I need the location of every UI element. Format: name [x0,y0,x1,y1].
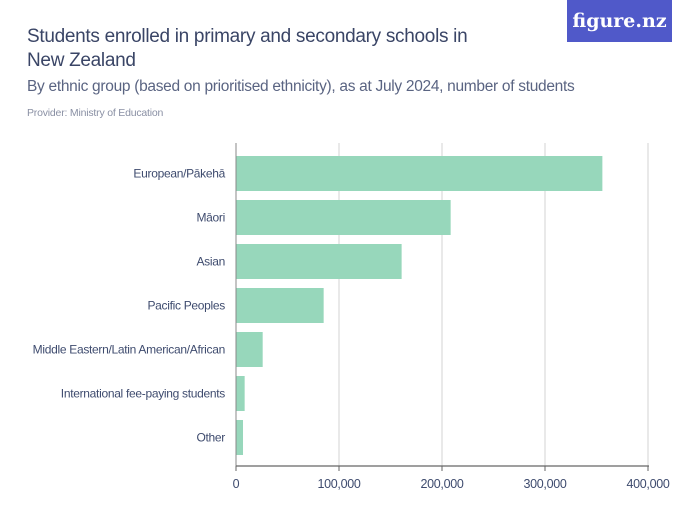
bar [236,420,244,455]
bar [236,156,603,191]
category-label: Other [196,431,225,445]
chart-subtitle: By ethnic group (based on prioritised et… [27,78,575,95]
bar [236,376,245,411]
bar [236,244,402,279]
category-label: International fee-paying students [61,387,226,401]
x-tick-label: 100,000 [317,477,360,491]
category-label: Māori [196,211,225,225]
category-label: Asian [196,255,225,269]
logo-text: figure.nz [572,10,667,32]
category-label: Middle Eastern/Latin American/African [33,343,225,357]
x-tick-label: 400,000 [626,477,669,491]
category-label: European/Pākehā [133,167,225,181]
x-tick-label: 300,000 [523,477,566,491]
category-label: Pacific Peoples [147,299,225,313]
figure-nz-logo[interactable]: figure.nz [567,0,672,42]
bar [236,288,324,323]
x-tick-label: 0 [233,477,240,491]
bar [236,332,263,367]
chart-title: Students enrolled in primary and seconda… [27,26,468,71]
x-tick-label: 200,000 [420,477,463,491]
bar [236,200,451,235]
provider-note: Provider: Ministry of Education [27,107,164,119]
